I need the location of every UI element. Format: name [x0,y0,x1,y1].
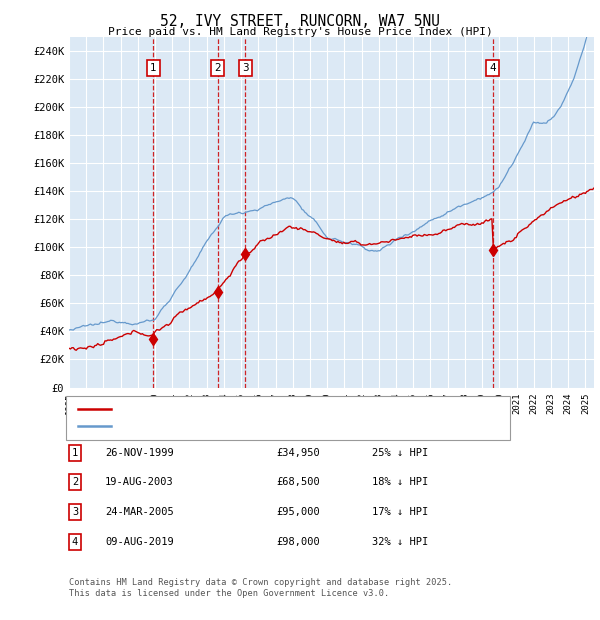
Text: Contains HM Land Registry data © Crown copyright and database right 2025.: Contains HM Land Registry data © Crown c… [69,578,452,587]
Text: 18% ↓ HPI: 18% ↓ HPI [372,477,428,487]
Text: 3: 3 [242,63,248,73]
Text: 52, IVY STREET, RUNCORN, WA7 5NU: 52, IVY STREET, RUNCORN, WA7 5NU [160,14,440,29]
Text: 52, IVY STREET, RUNCORN, WA7 5NU (semi-detached house): 52, IVY STREET, RUNCORN, WA7 5NU (semi-d… [118,404,442,414]
Text: 32% ↓ HPI: 32% ↓ HPI [372,537,428,547]
Text: 19-AUG-2003: 19-AUG-2003 [105,477,174,487]
Text: This data is licensed under the Open Government Licence v3.0.: This data is licensed under the Open Gov… [69,589,389,598]
Text: Price paid vs. HM Land Registry's House Price Index (HPI): Price paid vs. HM Land Registry's House … [107,27,493,37]
Text: 2: 2 [214,63,221,73]
Text: 2: 2 [72,477,78,487]
Text: 3: 3 [72,507,78,517]
Text: 4: 4 [490,63,496,73]
Text: £34,950: £34,950 [276,448,320,458]
Text: £98,000: £98,000 [276,537,320,547]
Text: 1: 1 [150,63,157,73]
Text: 24-MAR-2005: 24-MAR-2005 [105,507,174,517]
Text: 25% ↓ HPI: 25% ↓ HPI [372,448,428,458]
Text: HPI: Average price, semi-detached house, Halton: HPI: Average price, semi-detached house,… [118,422,400,432]
Text: £95,000: £95,000 [276,507,320,517]
Text: 09-AUG-2019: 09-AUG-2019 [105,537,174,547]
Text: 17% ↓ HPI: 17% ↓ HPI [372,507,428,517]
Text: 4: 4 [72,537,78,547]
Text: 1: 1 [72,448,78,458]
Text: 26-NOV-1999: 26-NOV-1999 [105,448,174,458]
Text: £68,500: £68,500 [276,477,320,487]
